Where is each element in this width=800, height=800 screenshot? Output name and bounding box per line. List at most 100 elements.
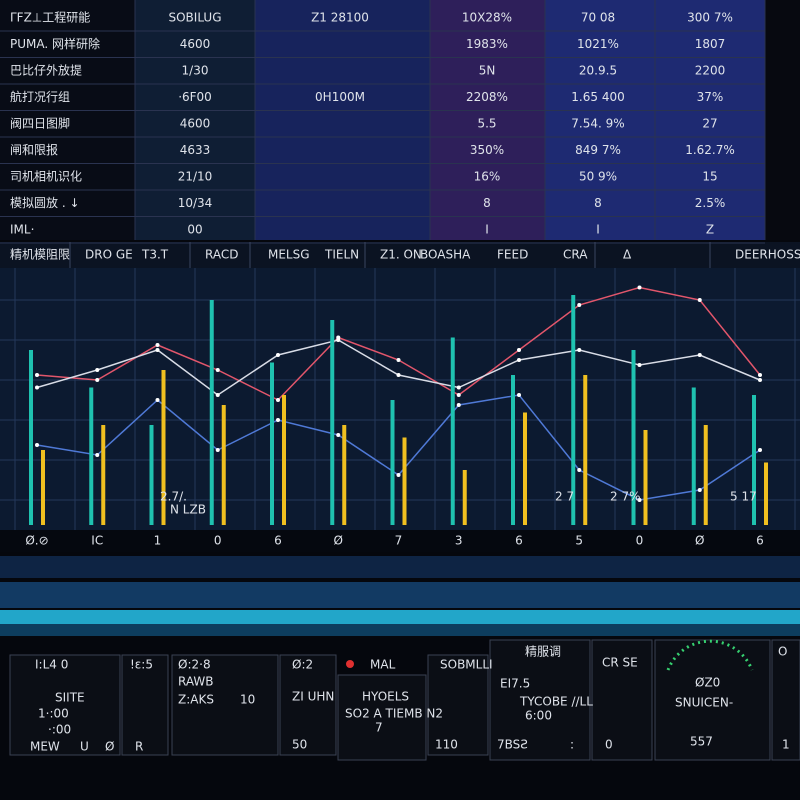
col-d [255,0,430,240]
x-tick-label: Ø [334,534,343,548]
point [456,385,461,390]
chart-header-label: TIELN [324,248,359,262]
label-col [0,0,135,240]
panel-text: 50 [292,738,307,752]
cell: 20.9.5 [579,64,617,78]
bar [631,350,636,525]
panel-text: EI7.5 [500,677,530,691]
panel-text: SOBMLLI [440,658,493,672]
point [697,298,702,302]
chart-header-label: FEED [497,248,528,262]
cell: I [485,223,489,237]
point [95,378,100,382]
cell: 8 [594,196,602,210]
col-e [430,0,545,240]
cell: 4633 [180,143,211,157]
chart-header-label: Z1. ON [380,248,422,262]
point [215,368,220,372]
panel-text: Z:AKS [178,693,214,707]
cell: IML· [10,223,34,237]
cell: 16% [474,170,501,184]
panel-text: Ø:2 [292,658,313,672]
cell: 1/30 [182,64,209,78]
panel-text: I:L4 0 [35,658,68,672]
panel-text: 110 [435,738,458,752]
point [155,398,160,402]
cell: 5.5 [477,117,496,131]
cell: 15 [702,170,717,184]
panel-text: : [570,738,574,752]
cell: 21/10 [178,170,213,184]
bar [450,337,455,525]
bar [643,430,648,525]
cell: 1.65 400 [571,90,624,104]
chart-header-label: BOASHA [420,248,471,262]
cell: 300 7% [687,11,733,25]
chart-header-label: Δ [623,248,632,262]
cell: 8 [483,196,491,210]
panel-text: SIITE [55,691,85,705]
point [336,338,341,342]
cell: 航打况行组 [10,89,70,104]
cell: 1807 [695,37,726,51]
col-b [135,0,255,240]
cell: 70 08 [581,11,615,25]
panels [9,639,800,761]
bar [583,375,588,525]
point [276,398,280,402]
x-tick-label: 6 [515,534,523,548]
point [577,303,582,307]
annotation: 2 7% [610,490,641,504]
chart-header-label: DRO GE [85,248,133,262]
point [396,473,401,477]
cell: ΓFZ⊥工程研能 [10,10,90,25]
point [396,358,401,362]
cell: I [596,223,600,237]
cell: 阀四日图脚 [10,116,70,131]
chart-header-label: CRA [563,248,588,262]
chart-header-label: MELSG [268,248,310,262]
indicator [346,660,354,668]
panel-text: 6:00 [525,709,552,723]
panel-text: MAL [370,658,396,672]
x-tick-label: 6 [274,534,282,548]
point [456,403,461,407]
bar [149,425,154,525]
bar [29,350,33,525]
panel-text: TYCOBE //LL [519,695,593,709]
point [758,378,762,382]
panel-text: SO2 A TIEMB N2 [345,707,443,721]
panel-text: 0 [605,738,613,752]
point [637,363,642,367]
panel-text: ØZ0 [695,676,720,690]
cell: 巴比仔外放提 [10,63,82,78]
x-tick-label: Ø [695,534,704,548]
cell: 闸和限报 [10,142,58,157]
cell: 2200 [695,64,726,78]
chart-header-label: DEERHOSSY [735,248,800,262]
x-tick-label: 5 [575,534,583,548]
point [155,348,160,352]
cell: 37% [697,90,724,104]
point [155,343,160,347]
bar [390,400,395,525]
cell: 00 [187,223,202,237]
bar [161,370,166,525]
chart-header-label: 精机模阻限 [10,248,70,262]
bar [703,425,708,525]
panel-text: RAWB [178,675,214,689]
point [577,468,582,472]
bar [511,375,515,525]
panel-text: Ø:2·8 [178,658,211,672]
cell: PUMA. 网样研除 [10,36,100,51]
bar [402,437,407,525]
panel-text: HYOELS [362,690,409,704]
bar [462,470,467,525]
point [215,448,220,452]
cell: 350% [470,143,504,157]
point [758,448,762,452]
band [0,610,800,624]
bar [330,320,335,525]
cell: 50 9% [579,170,617,184]
